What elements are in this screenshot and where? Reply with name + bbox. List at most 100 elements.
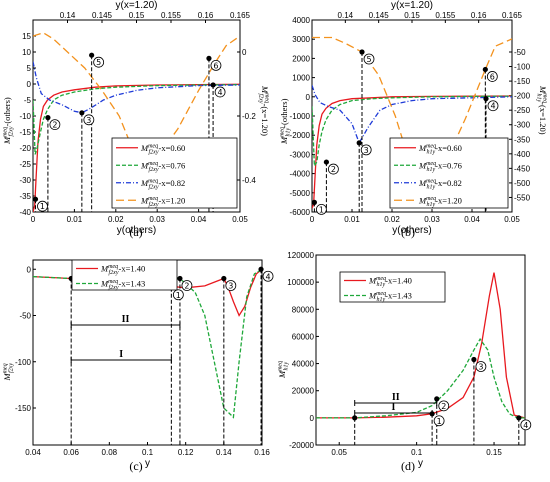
y-tick-label: -6000	[290, 208, 311, 217]
marker-badge-label: 2	[52, 121, 57, 130]
x-axis-title: y	[145, 458, 150, 469]
legend-box	[339, 271, 446, 303]
y-tick-label: -20	[19, 144, 31, 153]
series-line-1	[316, 272, 525, 419]
marker-badge-label: 1	[40, 202, 45, 211]
legend-box	[389, 137, 509, 209]
marker-point	[434, 396, 440, 402]
panel-d: 0.05 0.1 0.15 -20000 0 20000 40000 60000 80000 10…	[277, 251, 532, 473]
y-tick-label: 40000	[292, 360, 315, 369]
x-tick-label: 0.02	[384, 215, 400, 224]
y-tick-label: -25	[19, 160, 31, 169]
series-line-3	[33, 61, 240, 114]
x-tick-label: 0.1	[411, 448, 423, 457]
y-tick-label: -1000	[290, 112, 311, 121]
x-axis-title: y	[418, 458, 423, 469]
y-tick-label: 80000	[292, 305, 315, 314]
y-tick-label: 2000	[292, 54, 310, 63]
x-tick-label: 0.04	[464, 215, 480, 224]
marker-badge	[172, 289, 184, 301]
x-tick-label: 0.1	[142, 448, 154, 457]
x-tick-label: 0.06	[63, 448, 79, 457]
marker-point	[352, 415, 358, 421]
x-tick-label: 0.01	[344, 215, 360, 224]
x-tick-label: 0.04	[191, 215, 207, 224]
y-tick-label: -100	[15, 358, 32, 367]
plot-area	[33, 32, 240, 212]
top-tick-label: 0.16	[198, 11, 214, 20]
marker-badge	[262, 270, 274, 282]
interval-label: II	[392, 392, 400, 403]
legend: Mmeq h1y-x=0.60 Mmeq h1y-x=0.76 Mmeq h1y-x=0.…	[389, 137, 509, 209]
y-tick-label: 60000	[292, 332, 315, 341]
marker-badge	[438, 400, 450, 412]
y-tick-label: 0	[306, 93, 311, 102]
marker-badge-label: 2	[331, 165, 336, 174]
top-tick-label: 0.155	[161, 11, 182, 20]
marker-point	[32, 196, 39, 202]
y-tick-label: 1000	[292, 74, 310, 83]
y-tick-label: -30	[19, 176, 31, 185]
legend-label-3: Mmeq f2xy-x=0.82	[140, 178, 185, 191]
x-tick-label: 0.01	[67, 215, 83, 224]
top-axis-title: y(x=1.20)	[391, 0, 433, 11]
y-tick-label: 5	[27, 64, 32, 73]
marker-point	[323, 159, 329, 165]
legend-label-2: Mmeq f2xy-x=1.43	[100, 279, 145, 292]
right-tick-label: -350	[514, 135, 531, 144]
x-tick-label: 0.08	[102, 448, 118, 457]
y-tick-label: 10	[22, 48, 31, 57]
right-tick-label: -500	[514, 179, 531, 188]
y-axis-title: Mmeqf2xy	[2, 363, 15, 382]
panel-caption: (d)	[401, 459, 415, 473]
marker-badge-label: 1	[176, 291, 181, 300]
y-tick-label: -50	[19, 312, 31, 321]
marker-point	[356, 140, 362, 146]
marker-badge-label: 5	[96, 58, 101, 67]
x-tick-label: 0.12	[178, 448, 194, 457]
marker-badge-label: 1	[319, 205, 324, 214]
right-tick-label: -0.2	[242, 112, 256, 121]
marker-badge	[327, 163, 339, 175]
right-tick-label: -200	[514, 92, 531, 101]
x-tick-label: 0.02	[108, 215, 124, 224]
panel-caption: (a)	[129, 225, 142, 239]
marker-point	[311, 199, 317, 205]
marker-badge	[37, 200, 48, 212]
marker-badge-label: 3	[478, 363, 483, 372]
y-axis-title: Mmeqh1y	[277, 361, 290, 379]
x-tick-label: 0.15	[486, 448, 502, 457]
y-tick-label: -35	[19, 192, 31, 201]
y-tick-label: -3000	[290, 150, 311, 159]
legend-label-1: Mmeq h1y-x=1.40	[368, 276, 412, 289]
marker-badge	[363, 53, 375, 65]
legend-label-2: Mmeq h1y-x=1.43	[368, 291, 412, 304]
series-line-4	[312, 36, 512, 193]
top-tick-label: 0.145	[369, 11, 390, 20]
top-tick-label: 0.15	[404, 11, 420, 20]
marker-point	[177, 275, 183, 282]
x-tick-label: 0.14	[216, 448, 232, 457]
marker-badge	[487, 100, 499, 112]
marker-point	[258, 266, 264, 272]
marker-badge	[433, 415, 445, 427]
y-tick-label: 20000	[292, 387, 315, 396]
marker-badge-label: 1	[437, 417, 442, 426]
y-tick-label: -5	[24, 96, 32, 105]
series-line-2	[33, 83, 240, 155]
marker-point	[89, 52, 95, 58]
right-tick-label: -550	[514, 193, 531, 202]
interval-label: I	[391, 402, 395, 413]
y-tick-label: 0	[27, 265, 32, 274]
right-axis-title: Mmeqf2xy-(x=1.20)	[258, 85, 271, 136]
y-tick-label: -5000	[290, 189, 311, 198]
marker-badge-label: 6	[490, 72, 495, 81]
legend-box	[111, 137, 238, 209]
top-tick-label: 0.165	[502, 11, 523, 20]
legend-label-1: Mmeq f2xy-x=0.60	[140, 143, 185, 156]
top-tick-label: 0.14	[60, 11, 76, 20]
x-tick-label: 0.03	[424, 215, 440, 224]
top-tick-label: 0.145	[92, 11, 113, 20]
marker-badge	[181, 280, 193, 291]
